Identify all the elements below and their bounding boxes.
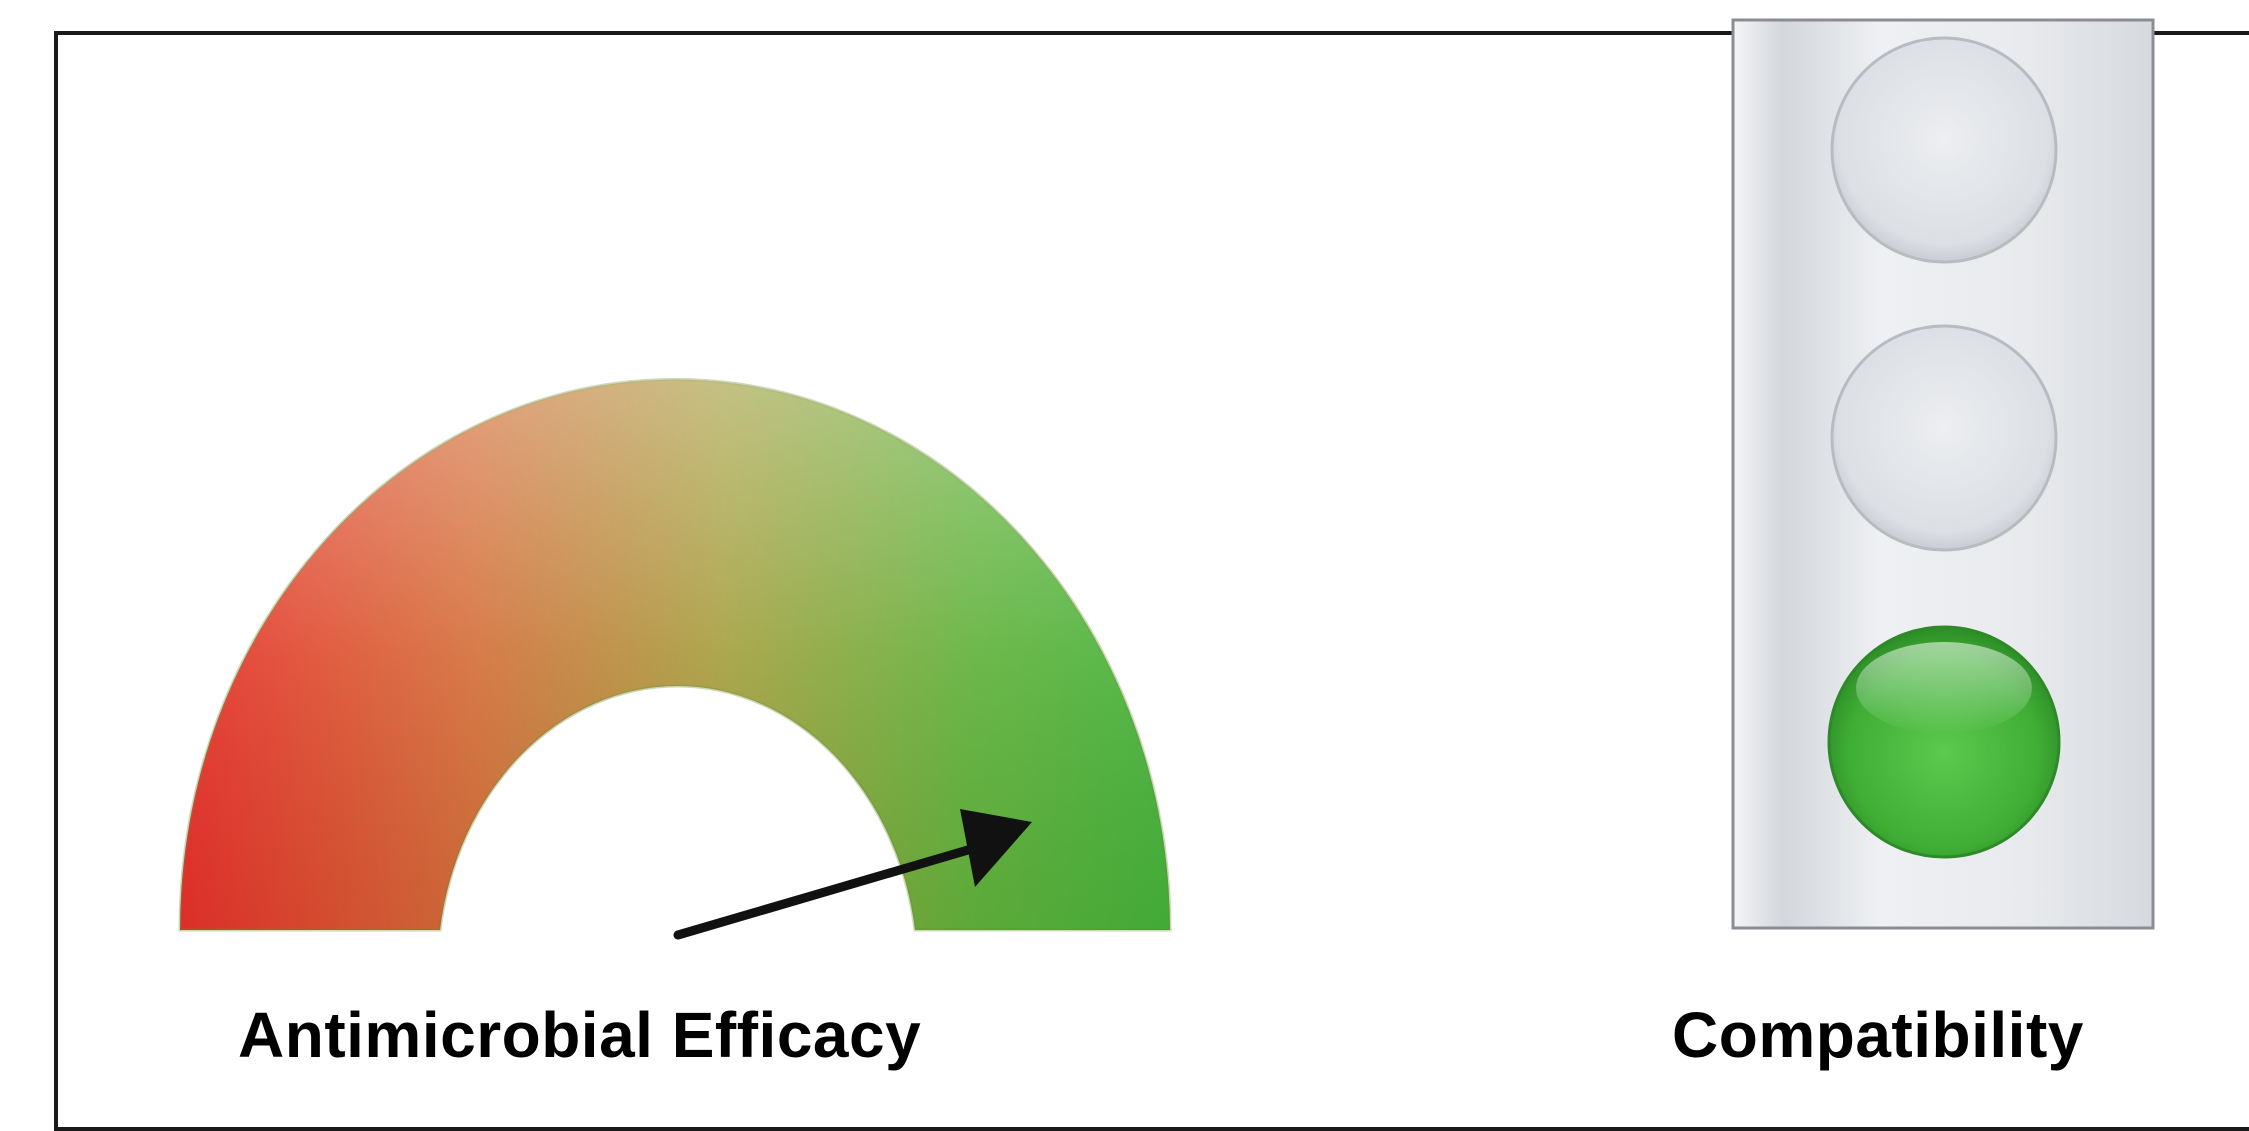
traffic-light-lamp-top xyxy=(1830,36,2058,264)
gauge-needle-arrow xyxy=(673,809,1032,940)
gauge-needle-head xyxy=(960,809,1032,887)
figure-graphic xyxy=(178,18,2155,940)
traffic-light-lamp-bottom xyxy=(1827,625,2061,859)
gauge-arc-shine xyxy=(180,379,1170,930)
gauge-caption: Antimicrobial Efficacy xyxy=(238,999,922,1071)
lamp-highlight xyxy=(1856,642,2032,734)
traffic-light-lamp-middle xyxy=(1830,324,2058,552)
gauge-needle-shaft xyxy=(673,840,990,940)
efficacy-gauge xyxy=(178,378,1172,940)
traffic-light-caption: Compatibility xyxy=(1672,999,2084,1071)
compatibility-traffic-light xyxy=(1731,18,2155,930)
